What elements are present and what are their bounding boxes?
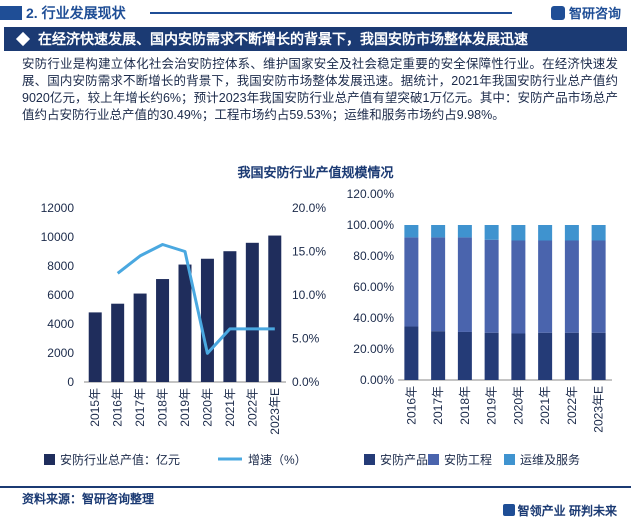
section-title: 2. 行业发展现状 bbox=[22, 3, 130, 23]
share-bar-segment bbox=[538, 225, 553, 241]
output-value-bar bbox=[200, 258, 214, 382]
x-axis-category-label: 2017年 bbox=[133, 388, 147, 427]
zhiyan-logo-icon bbox=[550, 6, 565, 20]
x-axis-category-label: 2021年 bbox=[538, 386, 552, 425]
output-value-bar bbox=[223, 251, 237, 382]
legend-swatch bbox=[428, 454, 439, 465]
x-axis-category-label: 2016年 bbox=[111, 388, 125, 427]
share-bar-segment bbox=[431, 237, 446, 332]
output-value-chart: 0 2000 4000 6000 8000 10000 12000 0.0% 5.0% 10.0%… bbox=[41, 201, 327, 467]
x-axis-category-label: 2020年 bbox=[511, 386, 525, 425]
x-axis-category-label: 2023年E bbox=[268, 388, 282, 435]
legend-swatch bbox=[364, 454, 375, 465]
share-bar-segment bbox=[591, 332, 606, 380]
output-value-bar bbox=[111, 303, 125, 382]
share-bar-segment bbox=[511, 333, 526, 380]
y-axis-tick-label: 20.00% bbox=[353, 342, 394, 356]
x-axis-category-label: 2015年 bbox=[88, 388, 102, 427]
top-header: 2. 行业发展现状 智研咨询 bbox=[0, 0, 631, 26]
share-bar-segment bbox=[431, 331, 446, 380]
legend-bar-label: 安防行业总产值：亿元 bbox=[60, 452, 180, 467]
share-bar-segment bbox=[591, 225, 606, 241]
left-axis-tick-label: 8000 bbox=[47, 259, 74, 273]
y-axis-tick-label: 40.00% bbox=[353, 311, 394, 325]
footer-divider bbox=[0, 486, 631, 488]
share-bar-segment bbox=[457, 237, 472, 332]
share-bar-segment bbox=[431, 225, 446, 238]
output-value-bar bbox=[245, 242, 259, 382]
output-value-bar bbox=[268, 235, 282, 382]
growth-rate-line bbox=[116, 243, 275, 355]
left-axis-tick-label: 4000 bbox=[47, 317, 74, 331]
banner-text: 在经济快速发展、国内安防需求不断增长的背景下，我国安防市场整体发展迅速 bbox=[38, 31, 528, 47]
right-axis-tick-label: 15.0% bbox=[292, 245, 326, 259]
brand-name: 智研咨询 bbox=[568, 6, 621, 21]
right-axis-tick-label: 10.0% bbox=[292, 288, 326, 302]
y-axis-tick-label: 120.00% bbox=[347, 187, 395, 201]
data-source: 资料来源：智研咨询整理 bbox=[22, 492, 155, 506]
x-axis-category-label: 2018年 bbox=[156, 388, 170, 427]
output-value-bar bbox=[133, 293, 147, 382]
y-axis-tick-label: 0.00% bbox=[360, 373, 394, 387]
slogan-text: 智领产业 研判未来 bbox=[517, 504, 617, 518]
header-divider bbox=[150, 12, 512, 14]
share-bar-segment bbox=[484, 239, 499, 333]
x-axis-category-label: 2018年 bbox=[458, 386, 472, 425]
legend-swatch bbox=[504, 454, 515, 465]
diamond-bullet-icon bbox=[15, 31, 31, 47]
left-axis-tick-label: 6000 bbox=[47, 288, 74, 302]
share-bar-segment bbox=[511, 240, 526, 334]
left-axis-tick-label: 2000 bbox=[47, 346, 74, 360]
left-axis-tick-label: 12000 bbox=[41, 201, 75, 215]
share-bar-segment bbox=[564, 332, 579, 380]
x-axis-category-label: 2022年 bbox=[245, 388, 259, 427]
left-axis-tick-label: 0 bbox=[67, 375, 74, 389]
share-bar-segment bbox=[538, 240, 553, 333]
footer: 资料来源：智研咨询整理 智领产业 研判未来 bbox=[0, 486, 631, 520]
legend-bar-swatch bbox=[44, 454, 55, 465]
share-bar-segment bbox=[538, 332, 553, 380]
x-axis-category-label: 2021年 bbox=[223, 388, 237, 427]
share-bar-segment bbox=[404, 225, 419, 238]
output-value-bar bbox=[156, 279, 170, 382]
share-bar-segment bbox=[484, 332, 499, 380]
x-axis-category-label: 2016年 bbox=[404, 386, 418, 425]
y-axis-tick-label: 80.00% bbox=[353, 249, 394, 263]
right-axis-tick-label: 5.0% bbox=[292, 332, 320, 346]
slogan: 智领产业 研判未来 bbox=[502, 502, 617, 519]
share-bar-segment bbox=[564, 225, 579, 241]
y-axis-tick-label: 100.00% bbox=[347, 218, 395, 232]
market-share-chart: 0.00% 20.00% 40.00% 60.00% 80.00% 100.00% 120.… bbox=[347, 187, 612, 467]
zhiyan-small-logo-icon bbox=[502, 504, 515, 516]
x-axis-category-label: 2017年 bbox=[431, 386, 445, 425]
share-bar-segment bbox=[591, 240, 606, 333]
x-axis-category-label: 2022年 bbox=[565, 386, 579, 425]
output-value-bar bbox=[178, 264, 192, 382]
output-value-bar bbox=[88, 312, 102, 382]
brand: 智研咨询 bbox=[550, 3, 621, 22]
headline-banner: 在经济快速发展、国内安防需求不断增长的背景下，我国安防市场整体发展迅速 bbox=[4, 27, 627, 51]
x-axis-category-label: 2019年 bbox=[485, 386, 499, 425]
x-axis-category-label: 2019年 bbox=[178, 388, 192, 427]
legend-label: 安防产品 bbox=[380, 452, 428, 467]
legend-label: 安防工程 bbox=[444, 452, 492, 467]
share-bar-segment bbox=[404, 326, 419, 380]
intro-paragraph: 安防行业是构建立体化社会治安防控体系、维护国家安全及社会稳定重要的安全保障性行业… bbox=[22, 57, 618, 122]
x-axis-category-label: 2023年E bbox=[592, 386, 606, 433]
left-axis-tick-label: 10000 bbox=[41, 230, 75, 244]
right-axis-tick-label: 0.0% bbox=[292, 375, 320, 389]
right-axis-tick-label: 20.0% bbox=[292, 201, 326, 215]
legend-line-label: 增速（%） bbox=[248, 453, 307, 467]
x-axis-category-label: 2020年 bbox=[200, 388, 214, 427]
y-axis-tick-label: 60.00% bbox=[353, 280, 394, 294]
share-bar-segment bbox=[484, 225, 499, 240]
share-bar-segment bbox=[457, 225, 472, 238]
share-bar-segment bbox=[457, 331, 472, 380]
chart-title: 我国安防行业产值规模情况 bbox=[237, 165, 394, 180]
share-bar-segment bbox=[511, 225, 526, 241]
legend-label: 运维及服务 bbox=[520, 452, 580, 467]
share-bar-segment bbox=[404, 237, 419, 327]
share-bar-segment bbox=[564, 240, 579, 333]
